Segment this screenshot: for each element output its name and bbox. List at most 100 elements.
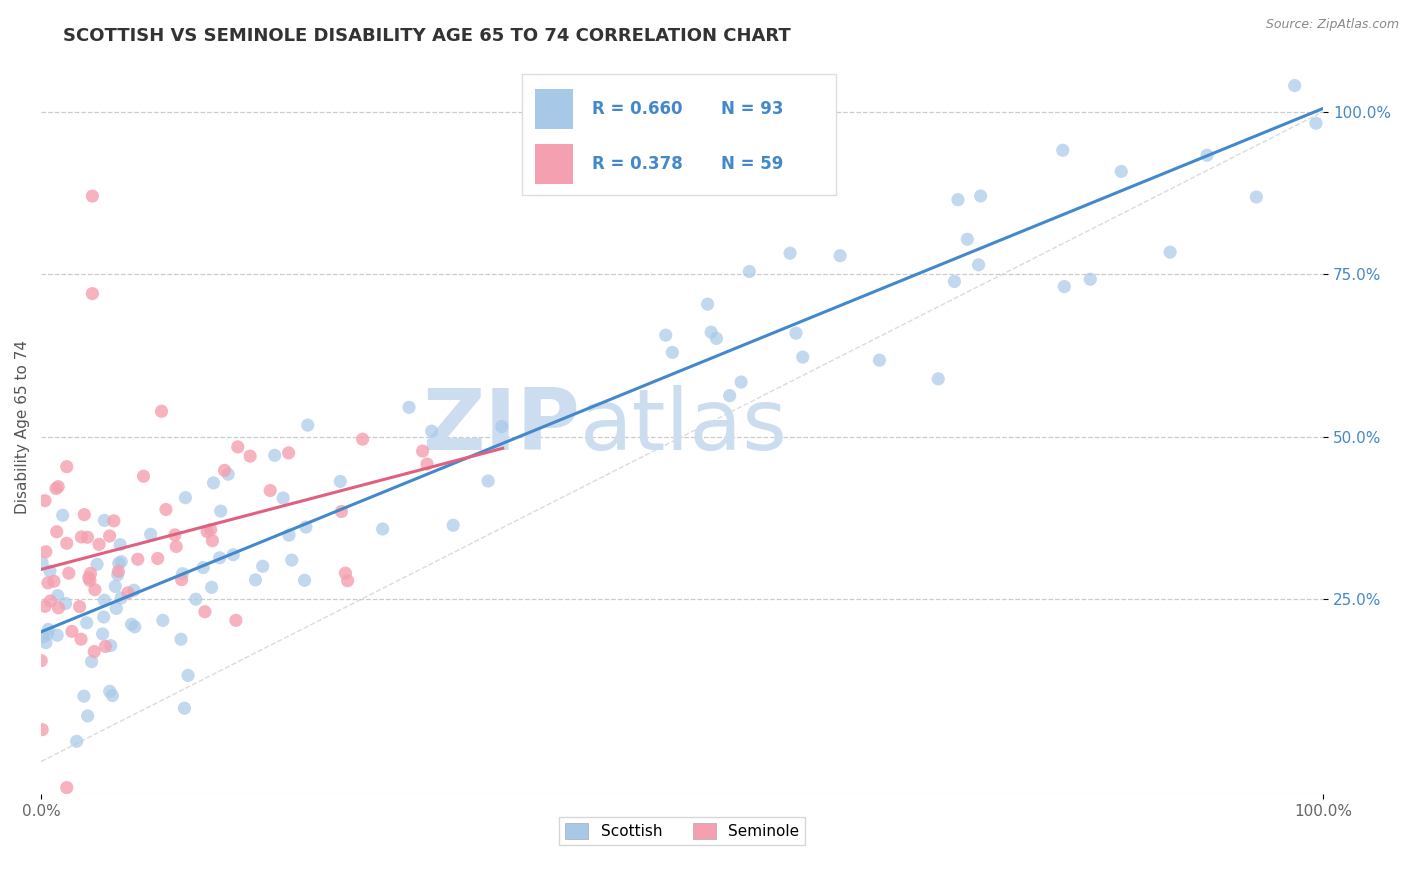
Point [416,457,439,471]
Point [37,627,59,641]
Point [94,640,117,654]
Point [173,701,195,715]
Point [108,538,131,552]
Point [66,734,89,748]
Point [48,600,70,615]
Y-axis label: Disability Age 65 to 74: Disability Age 65 to 74 [15,340,30,514]
Point [83,644,105,658]
Point [101,689,124,703]
Point [46,628,69,642]
Point [1159,245,1181,260]
Point [201,533,224,548]
Point [45,524,67,539]
Point [1305,116,1327,130]
Point [76,530,98,544]
Text: R = 0.660: R = 0.660 [592,100,683,118]
Point [69,599,91,614]
Point [245,573,267,587]
Point [93,513,115,527]
Point [146,551,169,566]
Point [86,558,108,572]
Point [252,559,274,574]
Point [79,566,101,581]
Point [281,553,304,567]
Point [785,326,807,341]
Point [58,566,80,581]
Point [752,164,775,178]
Point [73,508,96,522]
Point [441,518,464,533]
Point [45,482,67,496]
Point [73,689,96,703]
Text: SCOTTISH VS SEMINOLE DISABILITY AGE 65 TO 74 CORRELATION CHART: SCOTTISH VS SEMINOLE DISABILITY AGE 65 T… [63,27,792,45]
Point [82,286,104,301]
Point [35,545,58,559]
Point [42,574,65,589]
FancyBboxPatch shape [534,89,574,129]
Point [30,654,52,668]
Point [77,571,100,585]
Point [172,566,194,581]
Point [294,574,316,588]
Point [93,593,115,607]
Text: ZIP: ZIP [422,385,579,468]
Point [174,491,197,505]
Point [103,514,125,528]
Point [110,555,132,569]
Point [139,527,162,541]
Text: atlas: atlas [579,385,787,468]
Point [70,530,93,544]
Point [730,375,752,389]
FancyBboxPatch shape [522,74,837,195]
Point [132,469,155,483]
Point [420,424,443,438]
Point [1197,148,1219,162]
Point [943,275,966,289]
Text: R = 0.378: R = 0.378 [592,155,683,173]
Point [31,556,53,570]
Point [76,615,98,630]
Point [1052,143,1074,157]
Point [271,491,294,505]
Point [110,591,132,605]
Point [150,404,173,418]
Point [830,249,852,263]
Point [792,350,814,364]
Point [927,372,949,386]
Point [31,723,53,737]
Point [38,564,60,578]
Point [84,582,107,597]
Point [1109,164,1132,178]
Text: N = 59: N = 59 [721,155,783,173]
Point [222,548,245,562]
Point [225,613,247,627]
Point [55,536,77,550]
Point [969,189,991,203]
Point [79,574,101,588]
Point [98,684,121,698]
Point [55,459,77,474]
Point [32,630,55,644]
Point [55,780,77,795]
Point [371,522,394,536]
Point [35,635,58,649]
Point [654,328,676,343]
Point [718,389,741,403]
Point [398,401,420,415]
Point [193,560,215,574]
Point [37,623,59,637]
Point [107,564,129,578]
Point [477,474,499,488]
Point [208,550,231,565]
Point [122,583,145,598]
Point [107,556,129,570]
Point [330,504,353,518]
Point [706,331,728,345]
Point [412,444,434,458]
Point [93,610,115,624]
Point [104,579,127,593]
Point [46,589,69,603]
Point [46,480,69,494]
Point [91,627,114,641]
Point [39,594,62,608]
